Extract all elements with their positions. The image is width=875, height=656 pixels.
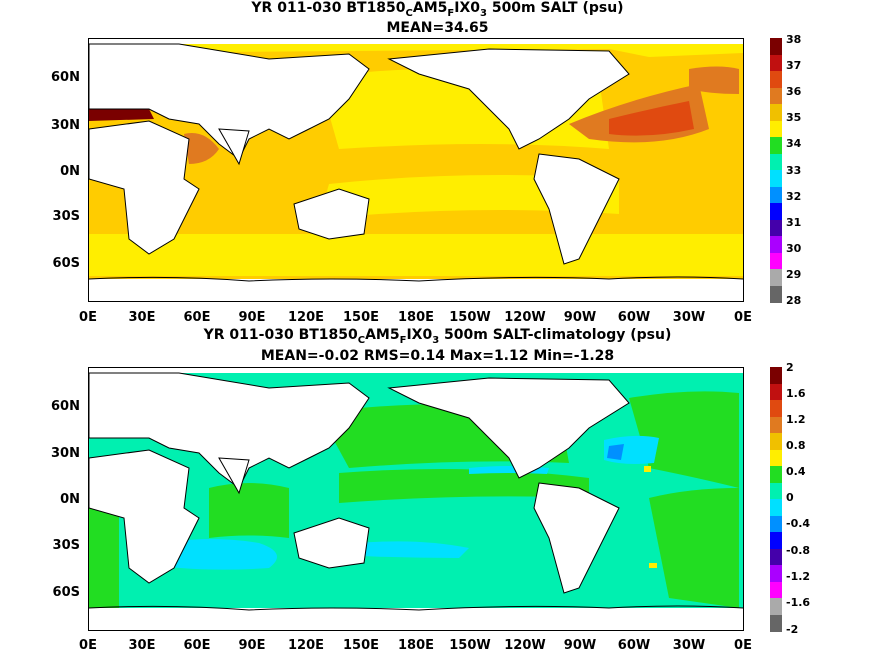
panel2-lon-label: 150E [342, 638, 380, 653]
panel2-colorbar-label: 0.8 [786, 439, 806, 452]
colorbar-segment [770, 383, 782, 401]
panel2-lon-label: 150W [449, 638, 491, 653]
panel2-lon-label: 0E [734, 638, 752, 653]
colorbar-segment [770, 565, 782, 582]
colorbar-segment [770, 581, 782, 599]
panel2-lat-label: 60N [51, 399, 80, 414]
panel2-lat-label: 30S [52, 538, 80, 553]
panel1-colorbar-label: 34 [786, 137, 802, 150]
colorbar-segment [770, 153, 782, 171]
panel1-lon-label: 120W [504, 310, 546, 325]
colorbar-segment [770, 548, 782, 566]
panel2-lon-label: 120E [287, 638, 325, 653]
panel1-subtitle: MEAN=34.65 [386, 20, 489, 36]
panel1-lon-label: 90E [238, 310, 266, 325]
panel2-colorbar-label: -0.8 [786, 544, 811, 557]
panel2-lon-label: 60W [617, 638, 651, 653]
panel1-lon-label: 150E [342, 310, 380, 325]
panel1-lat-label: 0N [60, 164, 80, 179]
panel2-colorbar-label: -1.6 [786, 596, 811, 609]
panel2-colorbar-label: -0.4 [786, 517, 811, 530]
panel1-colorbar-label: 28 [786, 294, 802, 307]
colorbar-segment [770, 186, 782, 204]
panel1-colorbar [770, 38, 782, 303]
panel2-colorbar-label: 0.4 [786, 465, 806, 478]
panel2-lon-label: 120W [504, 638, 546, 653]
panel1-salinity-map [88, 38, 744, 302]
panel2-colorbar-label: 0 [786, 491, 794, 504]
panel1-lon-label: 60E [183, 310, 211, 325]
panel1-colorbar-label: 29 [786, 268, 802, 281]
colorbar-segment [770, 614, 782, 632]
panel1-title: YR 011-030 BT1850CAM5FIX03 500m SALT (ps… [251, 0, 624, 19]
panel2-anomaly-map [88, 367, 744, 631]
panel2-colorbar-label: -2 [786, 623, 799, 636]
colorbar-segment [770, 598, 782, 615]
colorbar-segment [770, 38, 782, 55]
panel2-colorbar [770, 367, 782, 632]
panel1-lon-label: 180E [397, 310, 435, 325]
colorbar-segment [770, 400, 782, 417]
panel1-lon-label: 150W [449, 310, 491, 325]
panel1-lon-label: 30W [672, 310, 706, 325]
panel2-colorbar-label: 2 [786, 361, 794, 374]
panel1-lat-label: 60N [51, 70, 80, 85]
colorbar-segment [770, 203, 782, 220]
panel2-colorbar-label: 1.2 [786, 413, 806, 426]
panel2-colorbar-label: -1.2 [786, 570, 811, 583]
panel2-lat-label: 0N [60, 492, 80, 507]
panel1-lat-label: 30S [52, 209, 80, 224]
colorbar-segment [770, 252, 782, 270]
colorbar-segment [770, 449, 782, 467]
panel1-lon-label: 30E [128, 310, 156, 325]
colorbar-segment [770, 87, 782, 105]
panel2-lon-label: 30W [672, 638, 706, 653]
panel2-lon-label: 90W [563, 638, 597, 653]
panel2-lon-label: 0E [79, 638, 97, 653]
panel2-lon-label: 180E [397, 638, 435, 653]
colorbar-segment [770, 499, 782, 516]
panel2-lon-label: 90E [238, 638, 266, 653]
panel2-title: YR 011-030 BT1850CAM5FIX03 500m SALT-cli… [203, 327, 672, 346]
colorbar-segment [770, 416, 782, 434]
colorbar-segment [770, 367, 782, 384]
panel2-lon-label: 60E [183, 638, 211, 653]
colorbar-segment [770, 482, 782, 500]
colorbar-segment [770, 285, 782, 303]
colorbar-segment [770, 104, 782, 121]
panel1-lat-label: 30N [51, 118, 80, 133]
panel1-colorbar-label: 36 [786, 85, 802, 98]
panel1-lon-label: 0E [734, 310, 752, 325]
colorbar-segment [770, 236, 782, 253]
panel1-colorbar-label: 31 [786, 216, 802, 229]
colorbar-segment [770, 120, 782, 138]
colorbar-segment [770, 433, 782, 450]
panel2-subtitle: MEAN=-0.02 RMS=0.14 Max=1.12 Min=-1.28 [260, 348, 615, 364]
panel1-lon-label: 60W [617, 310, 651, 325]
colorbar-segment [770, 71, 782, 88]
colorbar-segment [770, 269, 782, 286]
panel2-lat-label: 30N [51, 446, 80, 461]
colorbar-segment [770, 170, 782, 187]
colorbar-segment [770, 466, 782, 483]
panel1-colorbar-label: 30 [786, 242, 802, 255]
colorbar-segment [770, 532, 782, 549]
colorbar-segment [770, 515, 782, 533]
panel1-colorbar-label: 33 [786, 164, 802, 177]
panel1-lon-label: 90W [563, 310, 597, 325]
panel1-colorbar-label: 37 [786, 59, 802, 72]
panel2-lat-label: 60S [52, 585, 80, 600]
panel1-lon-label: 120E [287, 310, 325, 325]
panel2-colorbar-label: 1.6 [786, 387, 806, 400]
colorbar-segment [770, 219, 782, 237]
panel1-lat-label: 60S [52, 256, 80, 271]
panel1-lon-label: 0E [79, 310, 97, 325]
panel2-lon-label: 30E [128, 638, 156, 653]
panel1-colorbar-label: 32 [786, 190, 802, 203]
colorbar-segment [770, 54, 782, 72]
panel1-colorbar-label: 35 [786, 111, 802, 124]
panel1-colorbar-label: 38 [786, 33, 802, 46]
colorbar-segment [770, 137, 782, 154]
